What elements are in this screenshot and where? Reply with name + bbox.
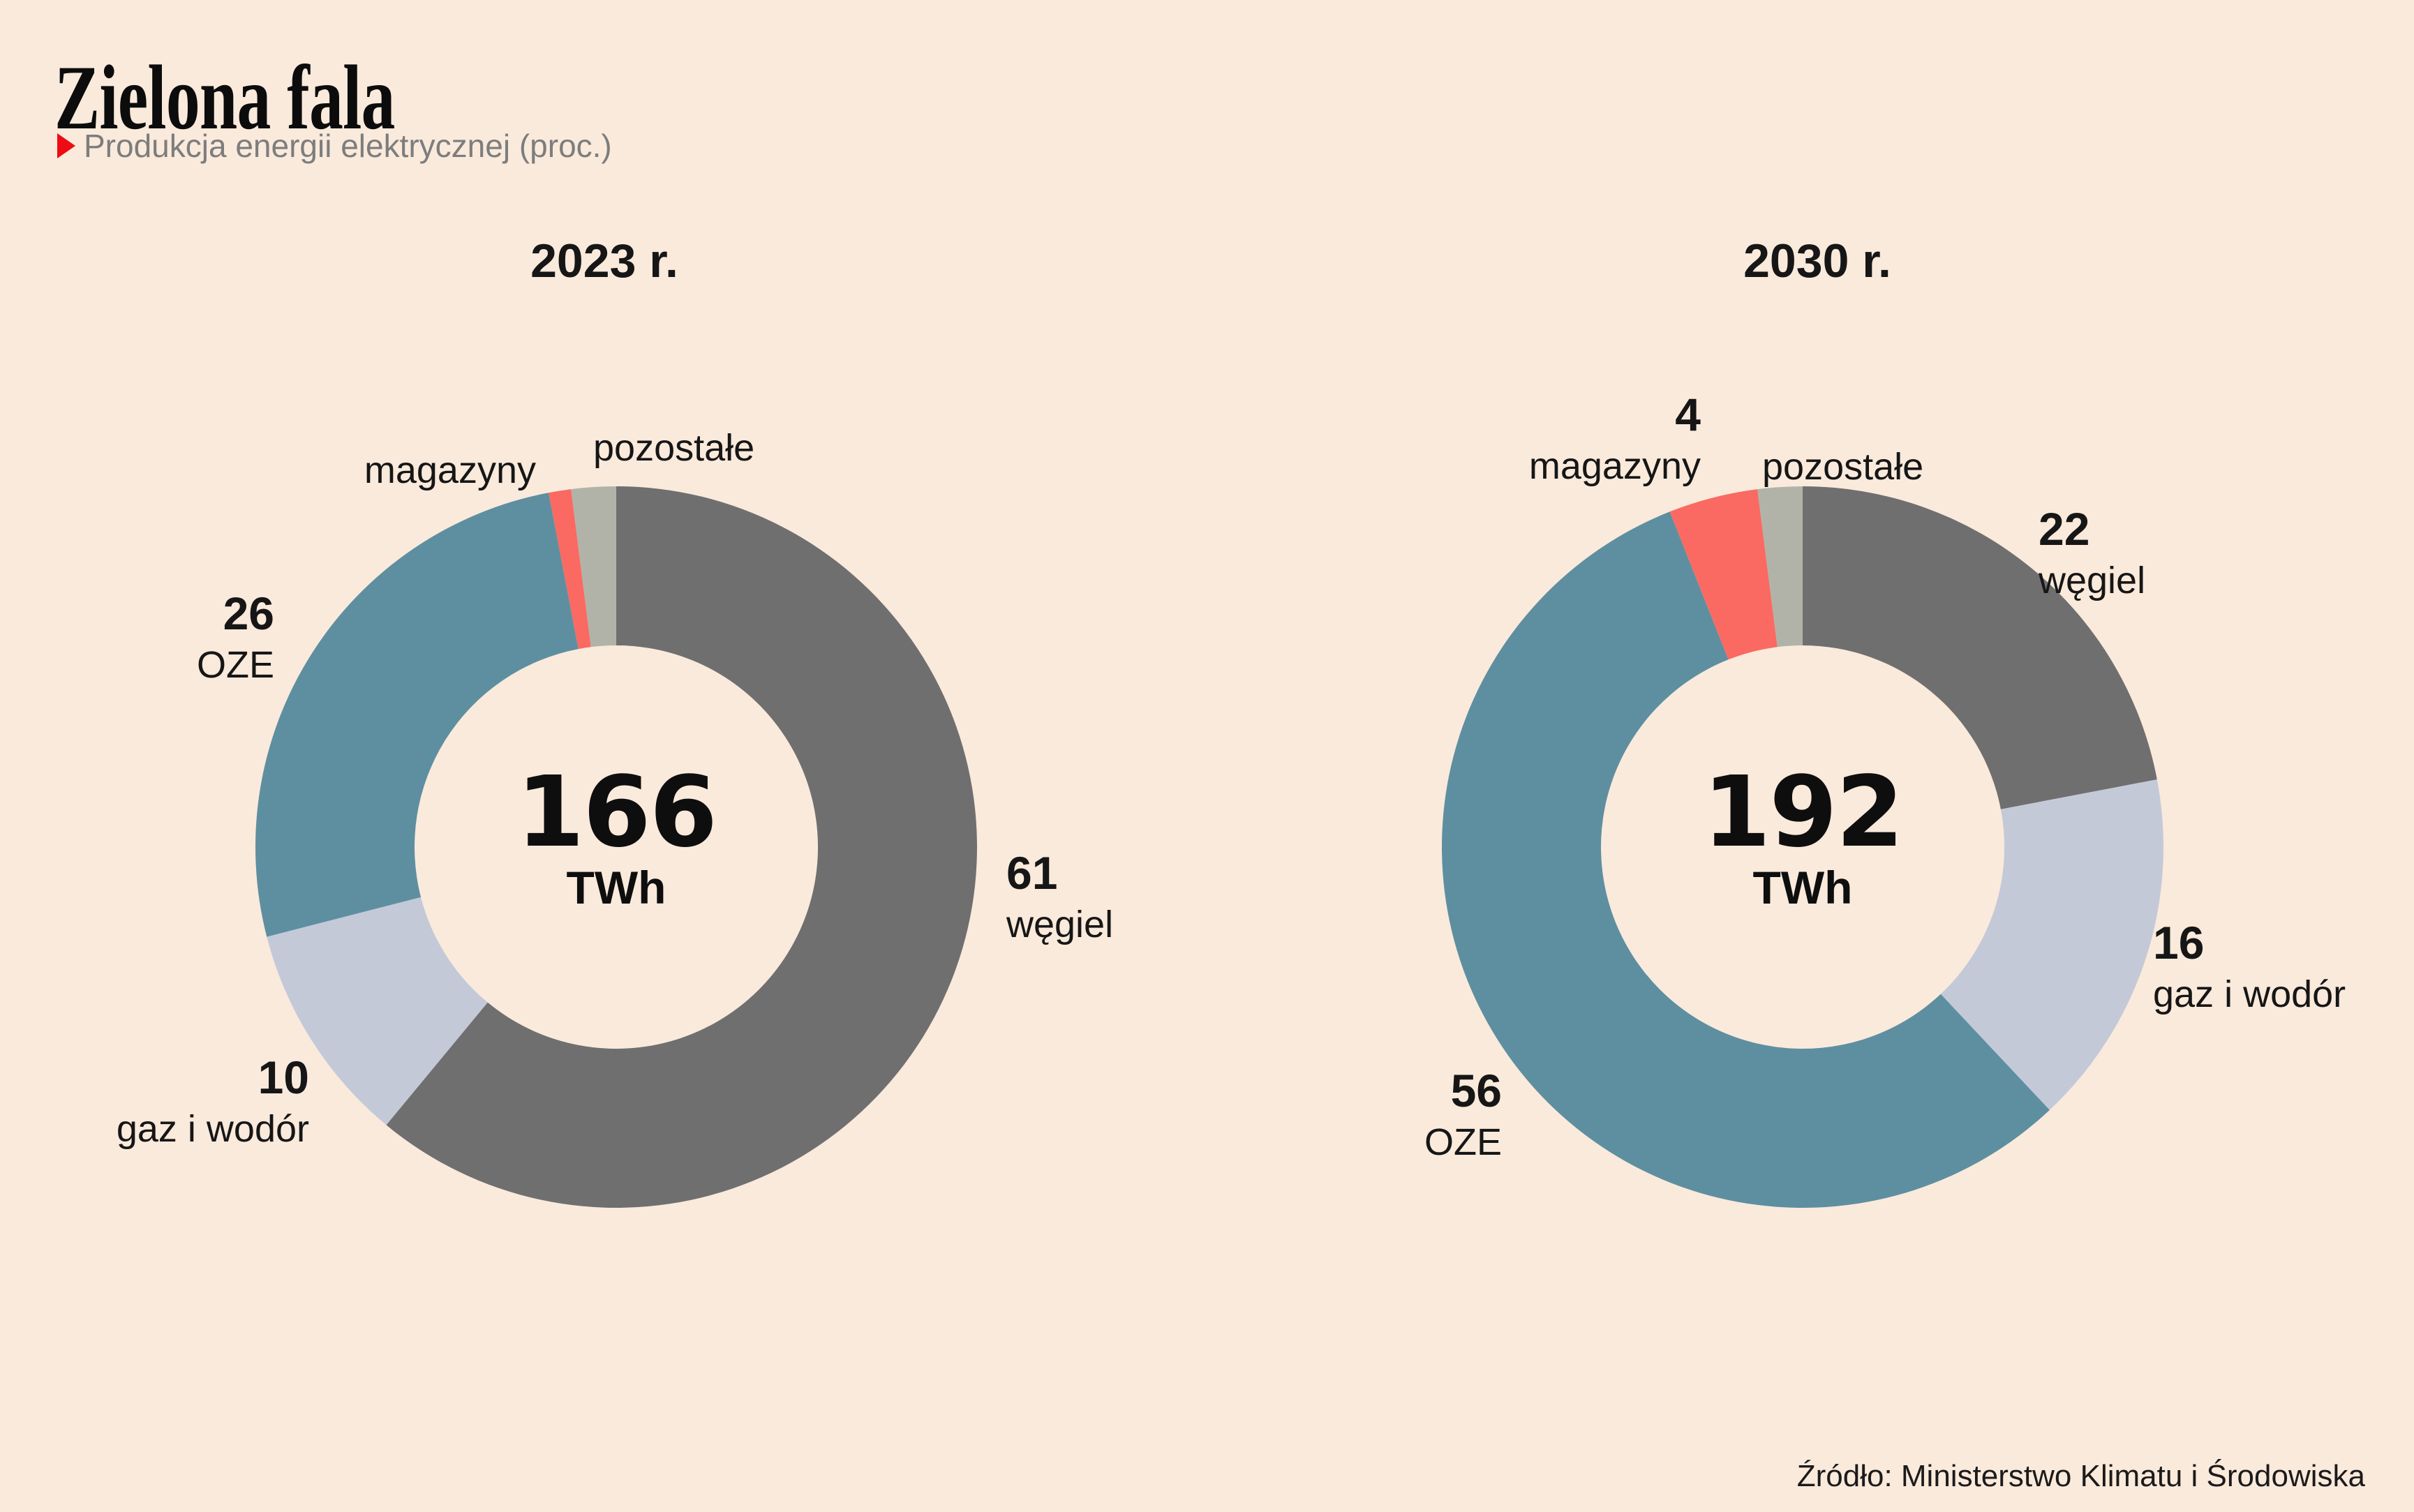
- page-title: Zielona fala: [54, 46, 395, 149]
- donut-slice-gaz-i-wodór: [267, 897, 488, 1125]
- slice-label-wegiel-2023: 61 węgiel: [1006, 850, 1113, 943]
- donut-slice-pozostałe: [571, 486, 616, 648]
- donut-slice-magazyny: [549, 489, 591, 650]
- slice-label-gaz-2023: 10 gaz i wodór: [117, 1054, 309, 1148]
- donut-slice-węgiel: [1803, 486, 2157, 809]
- slice-label-magazyny-2023: magazyny: [364, 451, 536, 489]
- slice-name: gaz i wodór: [2153, 973, 2346, 1015]
- center-value: 192: [1702, 756, 1904, 869]
- subtitle-row: Produkcja energii elektrycznej (proc.): [57, 130, 612, 162]
- donut-chart-2030: [1441, 486, 2163, 1208]
- bullet-triangle-icon: [57, 133, 75, 158]
- center-value: 166: [516, 756, 717, 869]
- donut-slice-gaz-i-wodór: [1940, 779, 2163, 1110]
- donut-slice-magazyny: [1669, 489, 1778, 660]
- slice-label-magazyny-2030: 4 magazyny: [1529, 391, 1701, 485]
- slice-label-oze-2023: 26 OZE: [197, 590, 274, 684]
- donut-slice-OZE: [255, 493, 579, 937]
- source-credit: Źródło: Ministerstwo Klimatu i Środowisk…: [1796, 1459, 2365, 1493]
- slice-name: gaz i wodór: [116, 1108, 309, 1150]
- donut-slice-OZE: [1441, 511, 2050, 1208]
- slice-label-gaz-2030: 16 gaz i wodór: [2153, 920, 2346, 1013]
- slice-value: 61: [1006, 847, 1058, 899]
- donut-slice-węgiel: [386, 486, 977, 1208]
- slice-name: pozostałe: [593, 427, 755, 469]
- donut-chart-2023: [255, 486, 977, 1208]
- page-subtitle: Produkcja energii elektrycznej (proc.): [84, 128, 612, 164]
- slice-name: węgiel: [2039, 560, 2146, 601]
- slice-name: magazyny: [1528, 445, 1701, 487]
- slice-name: węgiel: [1006, 904, 1114, 945]
- slice-value: 56: [1450, 1065, 1502, 1116]
- center-unit: TWh: [566, 862, 666, 913]
- center-label-2030: 192 TWh: [1702, 756, 1904, 913]
- slice-name: OZE: [1424, 1121, 1502, 1163]
- slice-value: 22: [2039, 503, 2090, 555]
- slice-value: 4: [1675, 389, 1701, 440]
- slice-name: pozostałe: [1762, 446, 1924, 488]
- slice-label-wegiel-2030: 22 węgiel: [2039, 506, 2145, 599]
- center-unit: TWh: [1752, 862, 1853, 913]
- slice-name: OZE: [196, 644, 274, 686]
- slice-label-oze-2030: 56 OZE: [1424, 1068, 1502, 1161]
- slice-value: 16: [2153, 917, 2205, 968]
- chart-title-2023: 2023 r.: [530, 234, 678, 287]
- chart-title-2030: 2030 r.: [1743, 234, 1891, 287]
- slice-label-pozostale-2030: pozostałe: [1762, 448, 1923, 486]
- slice-value: 10: [258, 1051, 309, 1103]
- slice-value: 26: [223, 587, 274, 639]
- donut-slice-pozostałe: [1757, 486, 1803, 648]
- slice-name: magazyny: [364, 449, 536, 491]
- center-label-2023: 166 TWh: [516, 756, 717, 913]
- slice-label-pozostale-2023: pozostałe: [593, 429, 754, 467]
